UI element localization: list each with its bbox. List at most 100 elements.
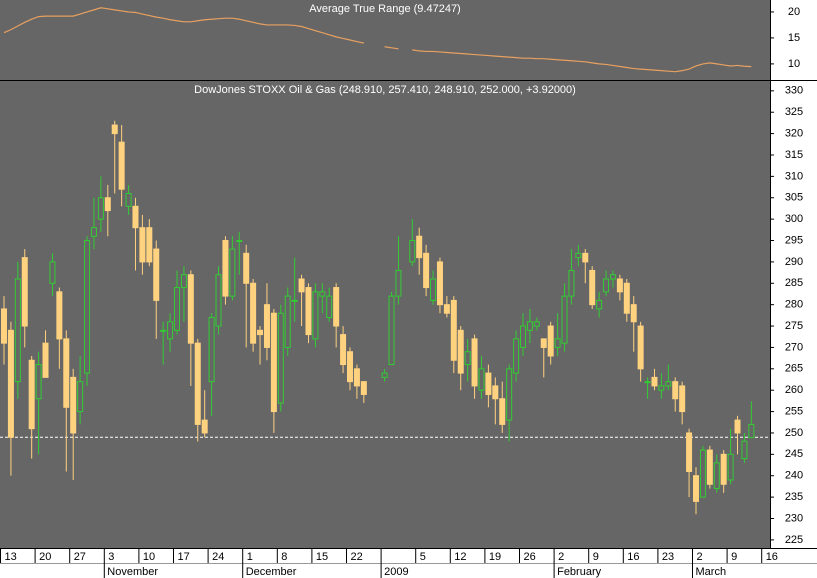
- candle-body: [706, 449, 713, 485]
- candle-body: [699, 449, 706, 498]
- candle-body: [471, 338, 478, 387]
- candle-body: [533, 321, 540, 327]
- candle-body: [360, 381, 367, 395]
- candle-body: [457, 329, 464, 374]
- candle-body: [160, 329, 167, 332]
- candle-body: [568, 269, 575, 297]
- candle-body: [353, 368, 360, 387]
- candle-body: [381, 372, 388, 378]
- y-tick-label: 240: [785, 470, 803, 482]
- y-tick-label: 245: [785, 448, 803, 460]
- candle-body: [208, 316, 215, 383]
- candle-body: [748, 423, 755, 439]
- candle-body: [520, 325, 526, 348]
- candle-body: [693, 475, 699, 502]
- right-axis-background: [770, 0, 817, 548]
- candle-body: [603, 278, 610, 293]
- candle-body: [63, 338, 70, 408]
- y-tick-label: 295: [785, 234, 803, 246]
- x-tick-label: 12: [454, 551, 466, 563]
- y-tick-label: 10: [788, 58, 800, 70]
- candle-body: [333, 287, 340, 327]
- candle-body: [1, 308, 7, 344]
- candle-body: [589, 269, 596, 306]
- candle-body: [97, 197, 104, 220]
- candle-body: [430, 278, 437, 301]
- candle-body: [222, 240, 229, 297]
- candle-body: [713, 462, 720, 490]
- candle-body: [616, 278, 623, 293]
- candle-body: [84, 240, 91, 374]
- candle-body: [347, 351, 353, 383]
- candle-body: [270, 312, 277, 413]
- y-tick-label: 225: [785, 534, 803, 546]
- candle-body: [741, 440, 748, 460]
- y-tick-label: 270: [785, 341, 803, 353]
- y-tick-label: 255: [785, 405, 803, 417]
- candle-body: [187, 274, 194, 344]
- y-tick-label: 265: [785, 363, 803, 375]
- candle-body: [464, 351, 471, 366]
- y-tick-label: 330: [785, 85, 803, 97]
- y-tick-label: 310: [785, 170, 803, 182]
- candle-body: [70, 376, 77, 434]
- candle-body: [658, 385, 665, 391]
- x-tick-label: 17: [178, 551, 190, 563]
- candle-body: [665, 381, 672, 387]
- candle-body: [125, 192, 132, 207]
- candle-body: [499, 398, 506, 425]
- candle-body: [243, 252, 250, 284]
- candle-body: [409, 240, 416, 263]
- candle-body: [596, 299, 603, 310]
- candle-body: [720, 453, 727, 485]
- candle-body: [637, 325, 644, 370]
- candle-body: [686, 432, 693, 472]
- month-label: February: [557, 566, 602, 578]
- x-tick-label: 9: [731, 551, 737, 563]
- candle-body: [450, 299, 457, 361]
- y-tick-label: 290: [785, 256, 803, 268]
- candle-body: [561, 295, 568, 344]
- candle-body: [651, 376, 658, 387]
- y-tick-label: 260: [785, 384, 803, 396]
- candle-body: [506, 368, 513, 421]
- chart-title: DowJones STOXX Oil & Gas (248.910, 257.4…: [194, 84, 576, 96]
- y-tick-label: 325: [785, 106, 803, 118]
- y-tick-label: 320: [785, 128, 803, 140]
- x-tick-label: 5: [420, 551, 426, 563]
- x-tick-label: 1: [247, 551, 253, 563]
- x-tick-label: 3: [108, 551, 114, 563]
- x-tick-label: 8: [281, 551, 287, 563]
- candle-body: [153, 248, 160, 301]
- x-tick-label: 19: [489, 551, 501, 563]
- candle-body: [104, 197, 111, 212]
- candle-body: [340, 334, 347, 366]
- candle-body: [14, 278, 21, 383]
- candle-body: [727, 453, 734, 481]
- x-tick-label: 16: [627, 551, 639, 563]
- candle-body: [167, 321, 174, 340]
- y-tick-label: 15: [788, 32, 800, 44]
- month-label: November: [107, 566, 158, 578]
- candle-body: [180, 274, 187, 289]
- candle-body: [485, 372, 492, 395]
- candle-body: [395, 269, 402, 297]
- candle-body: [263, 304, 270, 348]
- candle-body: [42, 342, 49, 378]
- month-label: 2009: [384, 566, 408, 578]
- candle-body: [305, 287, 312, 336]
- candle-body: [478, 368, 485, 391]
- x-tick-label: 16: [766, 551, 778, 563]
- candle-body: [146, 227, 153, 263]
- candle-body: [90, 227, 97, 237]
- x-tick-label: 13: [5, 551, 17, 563]
- month-label: December: [246, 566, 297, 578]
- x-tick-label: 9: [593, 551, 599, 563]
- candle-body: [319, 291, 326, 297]
- candle-body: [423, 252, 430, 289]
- candle-body: [257, 329, 264, 336]
- candle-body: [526, 321, 533, 331]
- plot-background: [0, 0, 770, 548]
- candle-body: [111, 124, 118, 135]
